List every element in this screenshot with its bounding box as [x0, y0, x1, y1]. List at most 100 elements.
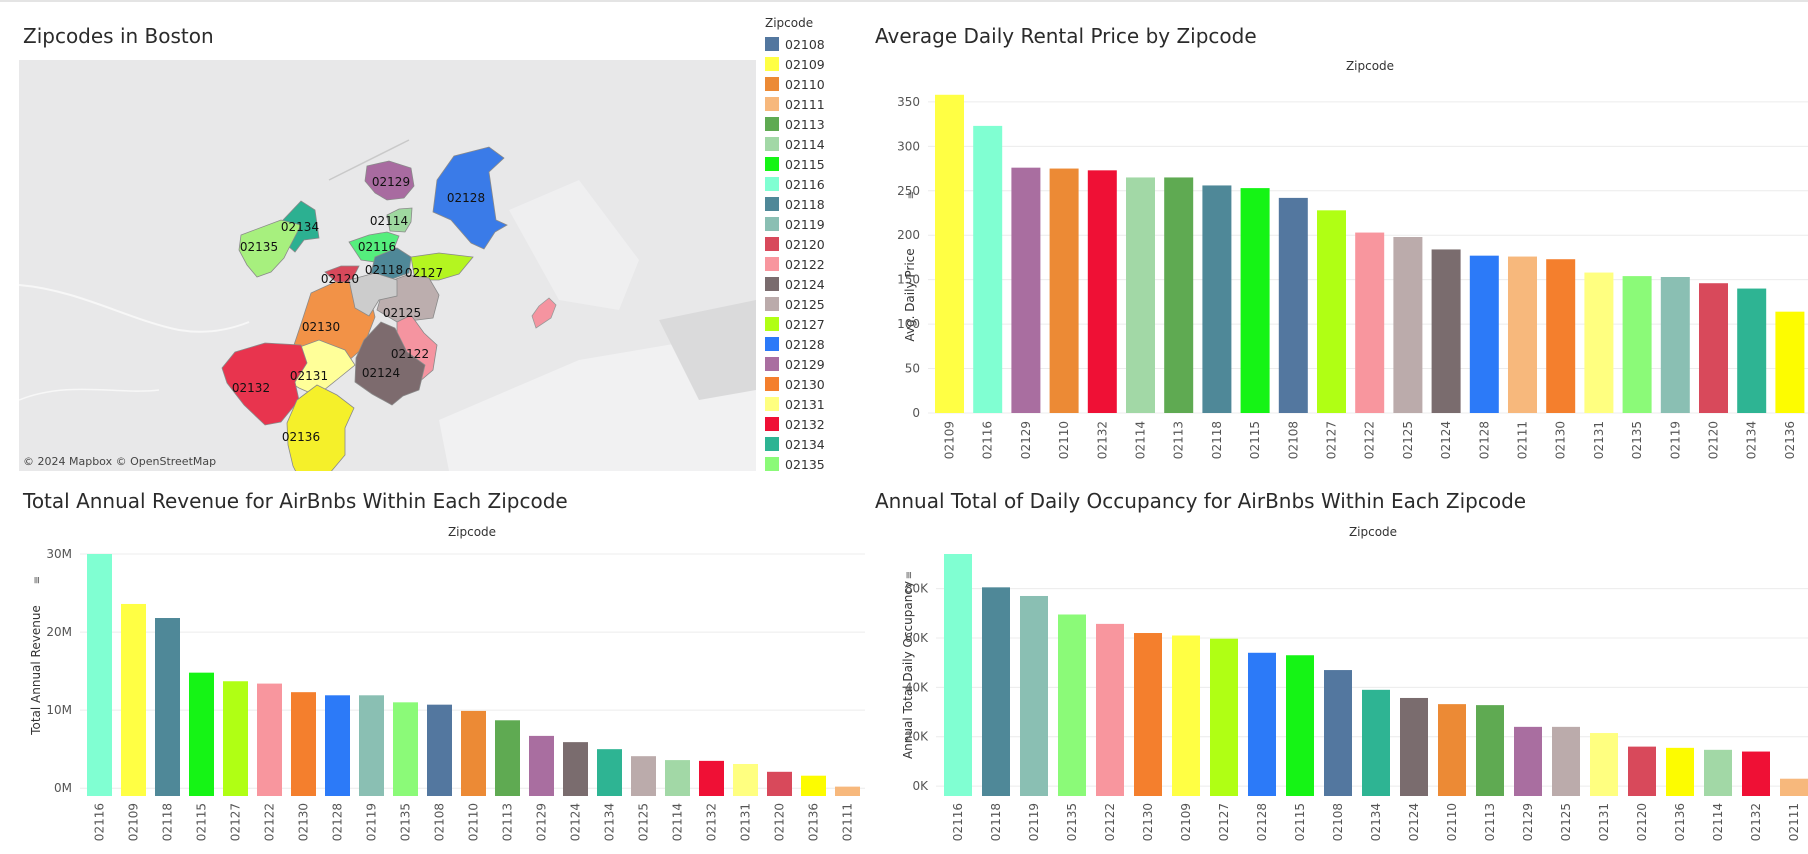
bar-02124	[1400, 697, 1428, 796]
legend-swatch	[765, 97, 779, 111]
x-tick-label: 02130	[1141, 803, 1155, 841]
y-axis-label: Annual Total Daily Occupancy	[901, 581, 915, 759]
x-tick-label: 02127	[1325, 421, 1339, 459]
y-tick-label: 0K	[912, 779, 929, 793]
region-02120[interactable]	[324, 265, 360, 284]
harbor-water	[509, 180, 639, 310]
bar-02120	[1628, 746, 1656, 796]
bar-02134	[597, 749, 622, 796]
legend-item-02124[interactable]: 02124	[765, 274, 865, 294]
y-tick-label: 20M	[46, 625, 72, 639]
bar-02116	[973, 125, 1003, 413]
legend-label: 02132	[785, 416, 825, 432]
x-tick-label: 02125	[1401, 421, 1415, 459]
legend-label: 02130	[785, 376, 825, 392]
x-tick-label: 02120	[1707, 421, 1721, 459]
legend-item-02132[interactable]: 02132	[765, 414, 865, 434]
legend-item-02118[interactable]: 02118	[765, 194, 865, 214]
region-02136[interactable]	[286, 384, 355, 471]
legend-swatch	[765, 257, 779, 271]
chart-header: Zipcode	[1349, 525, 1397, 539]
bar-02108	[427, 704, 452, 796]
bar-02111	[835, 786, 860, 796]
region-02114[interactable]	[386, 207, 413, 233]
x-tick-label: 02118	[989, 803, 1003, 841]
legend-item-02120[interactable]: 02120	[765, 234, 865, 254]
legend-label: 02115	[785, 156, 825, 172]
x-tick-label: 02132	[1749, 803, 1763, 841]
region-02128[interactable]	[432, 146, 508, 250]
legend-item-02111[interactable]: 02111	[765, 94, 865, 114]
bar-02130	[291, 692, 316, 796]
x-tick-label: 02134	[603, 803, 617, 841]
region-02119[interactable]	[348, 272, 398, 317]
legend-label: 02131	[785, 396, 825, 412]
legend-label: 02129	[785, 356, 825, 372]
legend-item-02109[interactable]: 02109	[765, 54, 865, 74]
legend-label: 02111	[785, 96, 825, 112]
region-02135[interactable]	[238, 219, 302, 278]
legend-item-02108[interactable]: 02108	[765, 34, 865, 54]
sort-icon: ≡	[906, 191, 917, 199]
legend-item-02115[interactable]: 02115	[765, 154, 865, 174]
x-tick-label: 02111	[841, 803, 855, 841]
legend-items: 02108 02109 02110 02111 02113 02114 02115 02116…	[765, 34, 865, 474]
region-outlier[interactable]	[531, 297, 557, 329]
map-label-02135: 02135	[240, 240, 278, 254]
sort-icon: ≡	[904, 571, 915, 579]
x-tick-label: 02118	[161, 803, 175, 841]
region-02124[interactable]	[354, 321, 426, 406]
legend-item-02110[interactable]: 02110	[765, 74, 865, 94]
x-tick-label: 02125	[637, 803, 651, 841]
legend-label: 02120	[785, 236, 825, 252]
map-label-02129: 02129	[372, 175, 410, 189]
bar-02116	[944, 554, 972, 796]
legend-item-02119[interactable]: 02119	[765, 214, 865, 234]
region-02129[interactable]	[364, 160, 415, 201]
legend-item-02130[interactable]: 02130	[765, 374, 865, 394]
bar-02128	[325, 695, 350, 796]
legend-label: 02125	[785, 296, 825, 312]
bar-02130	[1546, 259, 1576, 413]
y-tick-label: 20K	[905, 730, 929, 744]
x-tick-label: 02128	[1477, 421, 1491, 459]
x-tick-label: 02127	[1217, 803, 1231, 841]
legend-item-02116[interactable]: 02116	[765, 174, 865, 194]
x-tick-label: 02113	[501, 803, 515, 841]
y-tick-label: 150	[897, 273, 920, 287]
legend-swatch	[765, 357, 779, 371]
map-svg: 02129 02128 02134 02114 02135 02116 0211…	[19, 139, 756, 471]
bar-02115	[189, 672, 214, 796]
x-tick-label: 02119	[1668, 421, 1682, 459]
x-tick-label: 02134	[1369, 803, 1383, 841]
legend-item-02128[interactable]: 02128	[765, 334, 865, 354]
legend-title: Zipcode	[765, 16, 814, 30]
boston-zipcode-map[interactable]: 02129 02128 02134 02114 02135 02116 0211…	[19, 60, 756, 471]
legend-swatch	[765, 237, 779, 251]
legend-item-02127[interactable]: 02127	[765, 314, 865, 334]
bar-02132	[699, 760, 724, 796]
legend-item-02125[interactable]: 02125	[765, 294, 865, 314]
map-title: Zipcodes in Boston	[23, 24, 214, 48]
region-02132[interactable]	[221, 342, 308, 426]
legend-item-02113[interactable]: 02113	[765, 114, 865, 134]
legend-item-02122[interactable]: 02122	[765, 254, 865, 274]
x-tick-label: 02119	[365, 803, 379, 841]
legend-item-02131[interactable]: 02131	[765, 394, 865, 414]
map-label-02134: 02134	[281, 220, 319, 234]
x-tick-label: 02129	[1521, 803, 1535, 841]
x-tick-label: 02119	[1027, 803, 1041, 841]
y-tick-label: 60K	[905, 631, 929, 645]
legend-item-02135[interactable]: 02135	[765, 454, 865, 474]
legend-item-02134[interactable]: 02134	[765, 434, 865, 454]
legend-label: 02119	[785, 216, 825, 232]
legend-item-02114[interactable]: 02114	[765, 134, 865, 154]
x-tick-label: 02108	[1286, 421, 1300, 459]
legend-item-02129[interactable]: 02129	[765, 354, 865, 374]
x-tick-label: 02115	[1293, 803, 1307, 841]
region-02118[interactable]	[370, 247, 412, 281]
map-label-02116: 02116	[358, 240, 396, 254]
x-tick-label: 02132	[1095, 421, 1109, 459]
legend-swatch	[765, 137, 779, 151]
x-tick-label: 02129	[535, 803, 549, 841]
